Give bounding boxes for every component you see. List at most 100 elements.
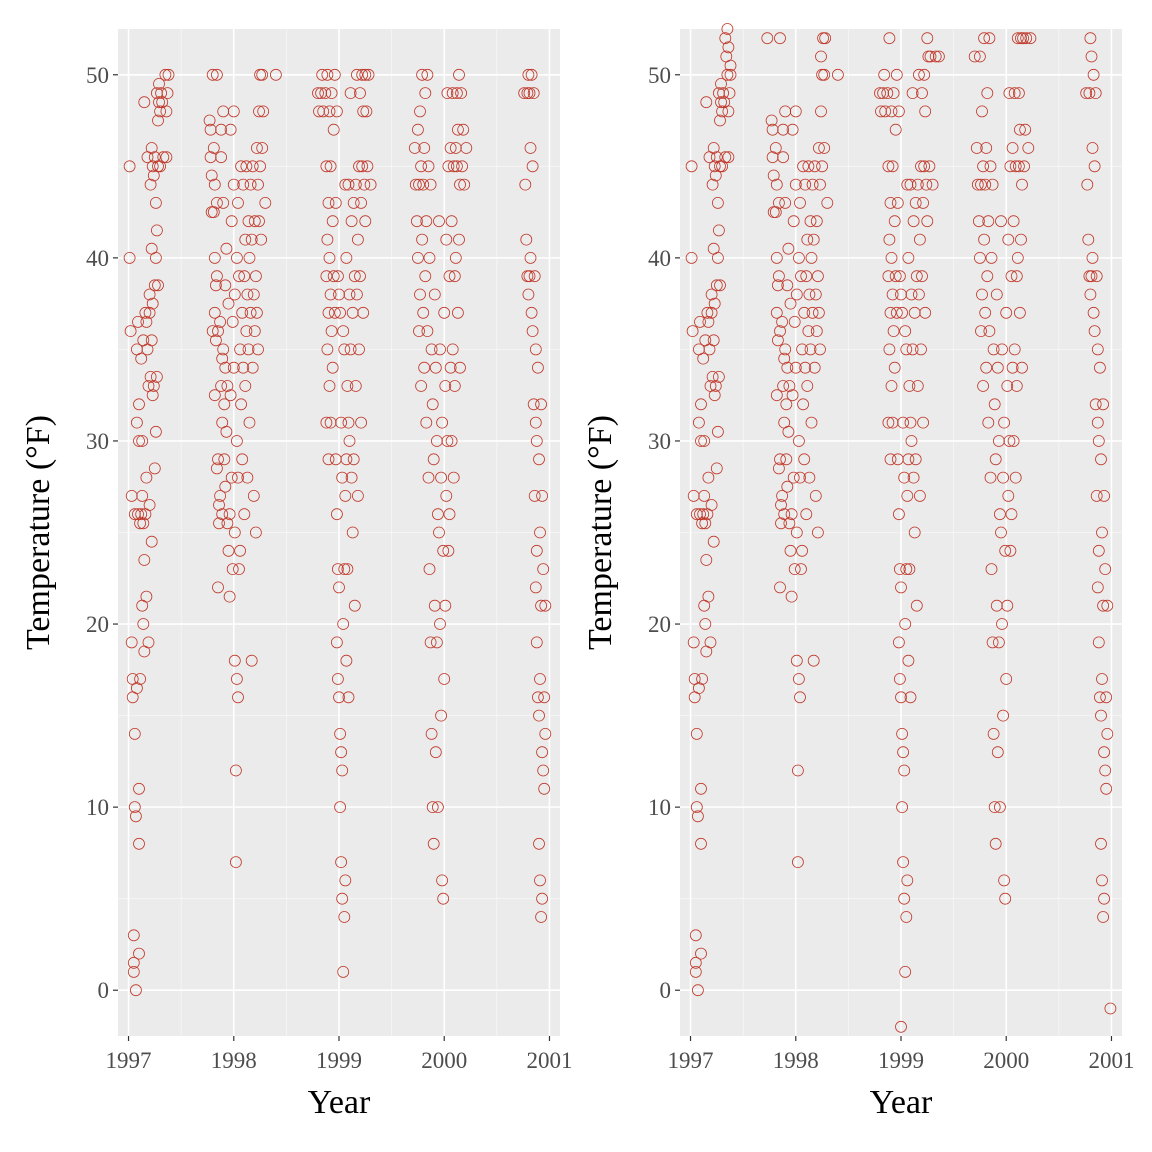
data-point bbox=[236, 306, 249, 319]
data-point bbox=[803, 471, 816, 484]
data-point bbox=[918, 160, 931, 173]
data-point bbox=[986, 636, 999, 649]
data-point bbox=[929, 50, 942, 63]
data-point bbox=[1085, 50, 1098, 63]
data-point bbox=[427, 453, 440, 466]
data-point bbox=[793, 435, 805, 447]
data-point bbox=[889, 123, 902, 136]
data-point bbox=[215, 123, 228, 136]
data-point bbox=[241, 471, 254, 484]
data-point bbox=[420, 215, 433, 228]
data-point bbox=[1100, 691, 1113, 704]
data-point bbox=[446, 87, 459, 99]
data-point bbox=[447, 471, 460, 484]
data-point bbox=[522, 288, 535, 301]
y-tick-label: 10 bbox=[86, 795, 109, 820]
data-point bbox=[1015, 233, 1027, 246]
data-point bbox=[350, 68, 363, 81]
data-point bbox=[808, 160, 821, 173]
data-point bbox=[355, 416, 368, 429]
data-point bbox=[1088, 325, 1101, 338]
data-point bbox=[408, 142, 421, 154]
data-point bbox=[781, 480, 794, 493]
data-point bbox=[900, 911, 913, 923]
data-point bbox=[886, 160, 899, 173]
data-point bbox=[416, 233, 429, 246]
data-point bbox=[911, 380, 924, 392]
x-axis-title: Year bbox=[870, 1084, 933, 1121]
data-point bbox=[772, 279, 784, 292]
data-point bbox=[530, 636, 543, 649]
data-point bbox=[884, 453, 897, 466]
data-point bbox=[705, 288, 718, 301]
data-point bbox=[428, 288, 441, 301]
data-point bbox=[895, 691, 907, 704]
data-point bbox=[328, 68, 341, 81]
data-point bbox=[977, 160, 989, 173]
data-point bbox=[982, 215, 995, 228]
data-point bbox=[761, 32, 774, 45]
data-point bbox=[985, 563, 998, 575]
data-point bbox=[779, 343, 792, 356]
data-point bbox=[893, 105, 905, 118]
data-point bbox=[438, 673, 451, 685]
data-point bbox=[802, 160, 815, 173]
data-point bbox=[899, 618, 912, 630]
data-point bbox=[152, 114, 164, 127]
data-point bbox=[886, 288, 899, 301]
data-point bbox=[897, 746, 909, 759]
data-point bbox=[208, 389, 221, 402]
data-point bbox=[776, 315, 788, 328]
data-point bbox=[923, 160, 936, 173]
data-point bbox=[245, 654, 258, 667]
data-point bbox=[243, 416, 256, 429]
data-point bbox=[341, 563, 354, 575]
data-point bbox=[796, 343, 808, 356]
data-point bbox=[981, 270, 994, 283]
data-point bbox=[996, 618, 1008, 630]
data-point bbox=[529, 416, 542, 429]
data-point bbox=[906, 343, 919, 356]
data-point bbox=[794, 196, 806, 209]
data-point bbox=[417, 306, 430, 319]
data-point bbox=[790, 526, 803, 539]
data-point bbox=[784, 297, 797, 310]
data-point bbox=[427, 837, 440, 850]
data-point bbox=[252, 178, 264, 191]
x-tick-label: 1998 bbox=[773, 1048, 819, 1073]
data-point bbox=[140, 471, 153, 484]
data-point bbox=[207, 142, 220, 154]
data-point bbox=[143, 288, 156, 301]
data-point bbox=[991, 361, 1004, 374]
data-point bbox=[161, 87, 174, 99]
data-point bbox=[146, 297, 159, 310]
data-point bbox=[215, 380, 228, 392]
data-point bbox=[1013, 87, 1025, 99]
data-point bbox=[693, 416, 705, 429]
data-point bbox=[244, 178, 257, 191]
data-point bbox=[708, 160, 721, 173]
data-point bbox=[693, 682, 705, 694]
data-point bbox=[538, 691, 551, 704]
data-point bbox=[359, 215, 372, 228]
data-point bbox=[807, 654, 820, 667]
x-tick-label: 1999 bbox=[878, 1048, 924, 1073]
data-point bbox=[132, 508, 144, 521]
data-point bbox=[356, 160, 369, 173]
data-point bbox=[919, 306, 932, 319]
data-point bbox=[883, 233, 896, 246]
data-point bbox=[334, 306, 347, 319]
data-point bbox=[125, 489, 138, 502]
data-point bbox=[339, 178, 352, 191]
data-point bbox=[354, 87, 366, 99]
data-point bbox=[320, 160, 333, 173]
x-tick-label: 1997 bbox=[668, 1048, 714, 1073]
data-point bbox=[438, 306, 451, 319]
y-tick-label: 40 bbox=[648, 246, 671, 271]
data-point bbox=[697, 508, 710, 521]
data-point bbox=[333, 288, 345, 301]
data-point bbox=[1089, 398, 1102, 411]
data-point bbox=[150, 224, 163, 237]
data-point bbox=[451, 306, 464, 319]
data-point bbox=[346, 526, 359, 539]
